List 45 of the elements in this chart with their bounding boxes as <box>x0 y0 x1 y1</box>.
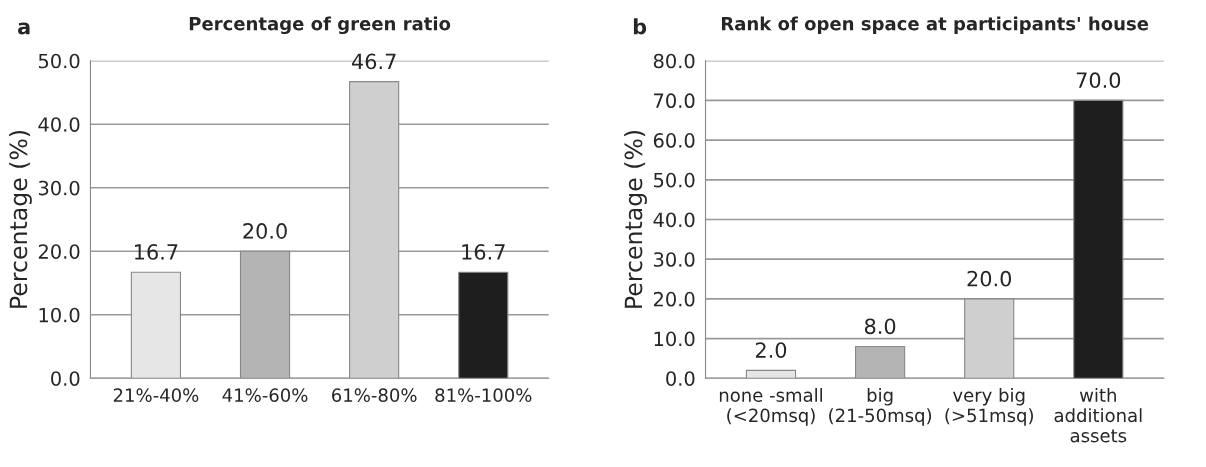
x-tick-label: 41%-60% <box>222 388 308 402</box>
y-tick-label: 70.0 <box>654 93 695 109</box>
y-tick-label: 30.0 <box>38 180 80 196</box>
y-tick-label: 20.0 <box>653 291 695 307</box>
data-label: 70.0 <box>1076 72 1121 89</box>
x-tick-label: big (21-50msq) <box>829 387 932 426</box>
x-tick-label: very big (>51msq) <box>945 387 1033 426</box>
chart-title: Rank of open space at participants' house <box>721 16 1149 34</box>
text: a <box>18 22 30 35</box>
y-axis-title: Percentage (%) <box>9 130 32 308</box>
y-axis-title: Percentage (%) <box>624 130 647 308</box>
data-label: 16.7 <box>135 244 178 260</box>
x-tick-label: 81%-100% <box>435 388 532 402</box>
data-label: 20.0 <box>243 223 287 239</box>
y-tick-label: 40.0 <box>38 117 80 132</box>
chart-title: Percentage of green ratio <box>189 16 451 35</box>
y-tick-label: 50.0 <box>653 172 695 188</box>
y-tick-label: 10.0 <box>39 307 80 323</box>
bar <box>458 271 509 379</box>
y-tick-label: 20.0 <box>38 244 80 259</box>
data-label: 16.7 <box>462 244 505 260</box>
y-tick-label: 40.0 <box>653 212 695 228</box>
x-tick-label: 21%-40% <box>113 388 199 402</box>
bar <box>964 298 1015 379</box>
bar <box>1073 99 1124 379</box>
bar <box>130 271 182 379</box>
bar <box>349 81 400 379</box>
x-tick-label: 61%-80% <box>332 388 417 402</box>
data-label: 46.7 <box>351 53 396 70</box>
y-tick-label: 30.0 <box>653 252 695 267</box>
y-tick-label: 0.0 <box>51 371 80 386</box>
x-tick-label: none -small (<20msq) <box>719 387 822 426</box>
data-label: 2.0 <box>755 342 787 358</box>
data-label: 20.0 <box>967 270 1012 287</box>
text: b <box>633 18 647 35</box>
x-tick-label: with additional assets <box>1054 387 1142 443</box>
bar <box>239 250 291 379</box>
y-tick-label: 50.0 <box>38 53 80 69</box>
bar <box>745 369 797 379</box>
y-tick-label: 80.0 <box>653 53 695 69</box>
data-label: 8.0 <box>864 318 896 335</box>
y-tick-label: 0.0 <box>666 371 695 386</box>
y-tick-label: 60.0 <box>653 133 695 148</box>
y-tick-label: 10.0 <box>654 331 695 347</box>
bar <box>854 345 906 379</box>
